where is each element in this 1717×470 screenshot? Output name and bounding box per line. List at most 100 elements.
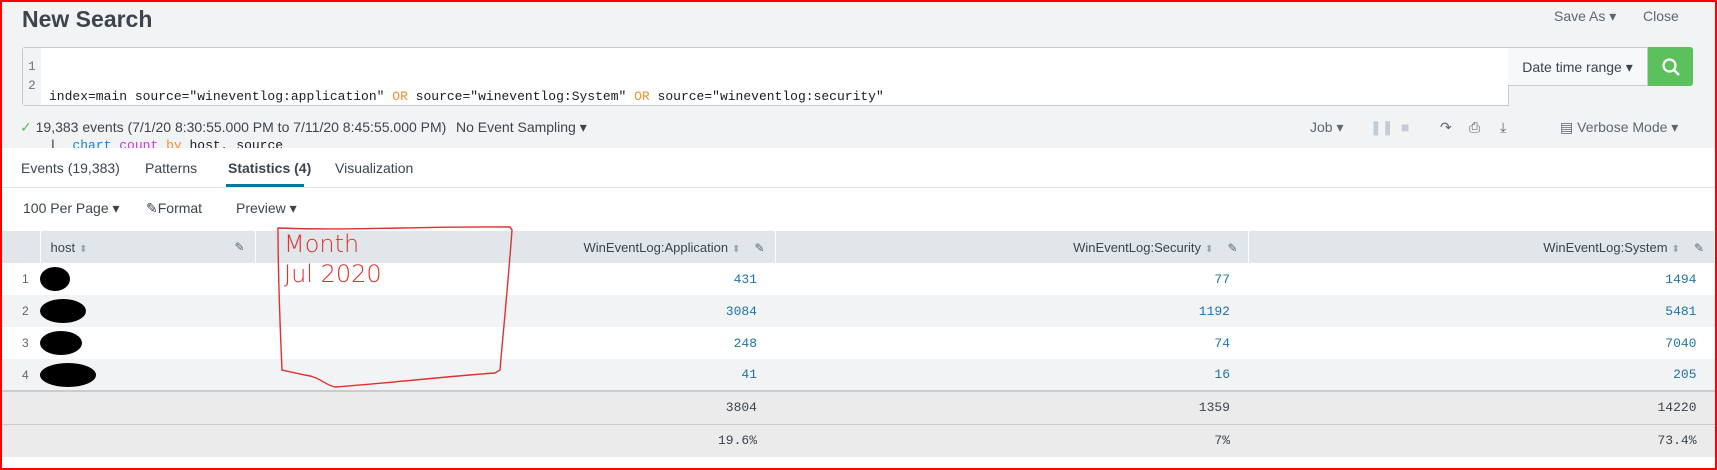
edit-column-icon[interactable]: ✎ (754, 240, 765, 255)
format-label: Format (157, 200, 203, 216)
sort-icon[interactable]: ⬍ (732, 243, 741, 255)
search-mode-dropdown[interactable]: ▤ Verbose Mode ▾ (1560, 119, 1678, 136)
header-label: WinEventLog:System (1543, 239, 1668, 255)
print-icon[interactable]: ⎙ (1469, 119, 1481, 135)
preview-dropdown[interactable]: Preview ▾ (236, 200, 297, 216)
format-button[interactable]: ✎Format (146, 200, 202, 217)
event-sampling-dropdown[interactable]: No Event Sampling ▾ (456, 119, 587, 135)
tab-statistics[interactable]: Statistics (4) (228, 160, 312, 176)
search-button[interactable] (1648, 47, 1693, 86)
host-cell-redacted (40, 327, 255, 359)
totals-row: 3804 1359 14220 (2, 390, 1715, 424)
row-number: 4 (2, 359, 40, 391)
system-count[interactable]: 5481 (1248, 295, 1715, 327)
page-title: New Search (22, 6, 153, 32)
edit-column-icon[interactable]: ✎ (234, 239, 245, 254)
edit-column-icon[interactable]: ✎ (1227, 240, 1238, 255)
close-button[interactable]: Close (1643, 8, 1679, 24)
search-query: index=main source="wineventlog:applicati… (49, 57, 884, 185)
event-summary: ✓ 19,383 events (7/1/20 8:30:55.000 PM t… (20, 119, 446, 136)
sort-icon[interactable]: ⬍ (1205, 243, 1214, 255)
row-number: 1 (2, 263, 40, 295)
system-percent: 73.4% (1248, 423, 1715, 457)
column-header-security[interactable]: WinEventLog:Security ⬍ ✎ (775, 231, 1249, 263)
query-token: source="wineventlog:security" (649, 89, 884, 104)
security-count[interactable]: 74 (775, 327, 1248, 359)
row-number: 3 (2, 327, 40, 359)
system-count[interactable]: 7040 (1248, 327, 1715, 359)
row-number-header (2, 231, 41, 263)
redaction-mark (40, 267, 70, 291)
row-number: 2 (2, 295, 40, 327)
edit-column-icon[interactable]: ✎ (1693, 240, 1704, 255)
sort-icon[interactable]: ⬍ (1671, 243, 1680, 255)
query-line-1: index=main source="wineventlog:applicati… (49, 87, 884, 106)
header-label: WinEventLog:Security (1073, 239, 1202, 255)
pause-icon[interactable]: ❚❚ (1370, 119, 1394, 135)
redaction-mark (40, 331, 82, 355)
application-count[interactable]: 248 (255, 327, 775, 359)
table-row: 1 431 77 1494 (2, 263, 1715, 295)
search-input[interactable]: 1 2 index=main source="wineventlog:appli… (22, 47, 1509, 153)
table-row: 3 248 74 7040 (2, 327, 1715, 359)
query-token: OR (392, 89, 408, 104)
mode-label: Verbose Mode ▾ (1577, 119, 1679, 135)
totals-label (2, 390, 255, 424)
application-percent: 19.6% (255, 423, 775, 457)
application-count[interactable]: 431 (255, 263, 775, 295)
annotation-box (277, 226, 513, 388)
check-icon: ✓ (20, 119, 32, 135)
column-header-host[interactable]: host ⬍ ✎ (40, 231, 256, 263)
annotation-text: Jul 2020 (284, 260, 382, 288)
security-count[interactable]: 77 (775, 263, 1248, 295)
stop-icon[interactable]: ■ (1401, 119, 1410, 135)
percent-label (2, 423, 255, 457)
tabs-divider (0, 187, 1717, 188)
active-tab-indicator (226, 184, 304, 187)
column-header-system[interactable]: WinEventLog:System ⬍ ✎ (1248, 231, 1715, 263)
share-icon[interactable]: ↷ (1440, 119, 1452, 135)
query-token: OR (634, 89, 650, 104)
host-cell-redacted (40, 359, 255, 391)
per-page-dropdown[interactable]: 100 Per Page ▾ (23, 200, 120, 216)
table-row: 4 41 16 205 (2, 359, 1715, 391)
header-label: WinEventLog:Application (583, 239, 729, 255)
magnifier-icon (1661, 57, 1680, 76)
system-count[interactable]: 1494 (1248, 263, 1715, 295)
line-number: 2 (28, 78, 36, 93)
host-cell-redacted (40, 295, 255, 327)
redaction-mark (40, 362, 96, 387)
mode-icon: ▤ (1560, 119, 1574, 135)
application-count[interactable]: 41 (255, 359, 775, 391)
application-total: 3804 (255, 390, 775, 424)
statistics-table: host ⬍ ✎ WinEventLog:Application ⬍ ✎ WinEven… (2, 231, 1715, 457)
line-numbers: 1 2 (23, 48, 41, 105)
annotation-text: Month (284, 230, 359, 258)
tab-patterns[interactable]: Patterns (145, 160, 198, 176)
header-label: host (50, 239, 76, 255)
column-header-application[interactable]: WinEventLog:Application ⬍ ✎ (255, 231, 776, 263)
security-total: 1359 (775, 390, 1248, 424)
date-time-range-picker[interactable]: Date time range ▾ (1508, 47, 1648, 86)
export-icon[interactable]: ⤓ (1500, 119, 1507, 135)
security-count[interactable]: 1192 (775, 295, 1248, 327)
tab-visualization[interactable]: Visualization (335, 160, 414, 176)
security-count[interactable]: 16 (775, 359, 1248, 391)
handwritten-annotation: Month Jul 2020 (277, 226, 513, 388)
host-cell-redacted (40, 263, 255, 295)
system-count[interactable]: 205 (1248, 359, 1715, 391)
redaction-mark (40, 299, 86, 323)
system-total: 14220 (1248, 390, 1715, 424)
job-menu[interactable]: Job ▾ (1310, 119, 1344, 135)
table-row: 2 3084 1192 5481 (2, 295, 1715, 327)
percent-row: 19.6% 7% 73.4% (2, 423, 1715, 457)
query-token: source="wineventlog:System" (407, 89, 635, 104)
line-number: 1 (28, 59, 36, 74)
pencil-icon: ✎ (146, 200, 158, 216)
tab-events[interactable]: Events (19,383) (21, 160, 120, 176)
application-count[interactable]: 3084 (255, 295, 775, 327)
query-token: index=main source="wineventlog:applicati… (49, 89, 393, 104)
query-token: | (49, 138, 73, 153)
save-as-button[interactable]: Save As ▾ (1554, 8, 1617, 24)
sort-icon[interactable]: ⬍ (79, 243, 88, 255)
